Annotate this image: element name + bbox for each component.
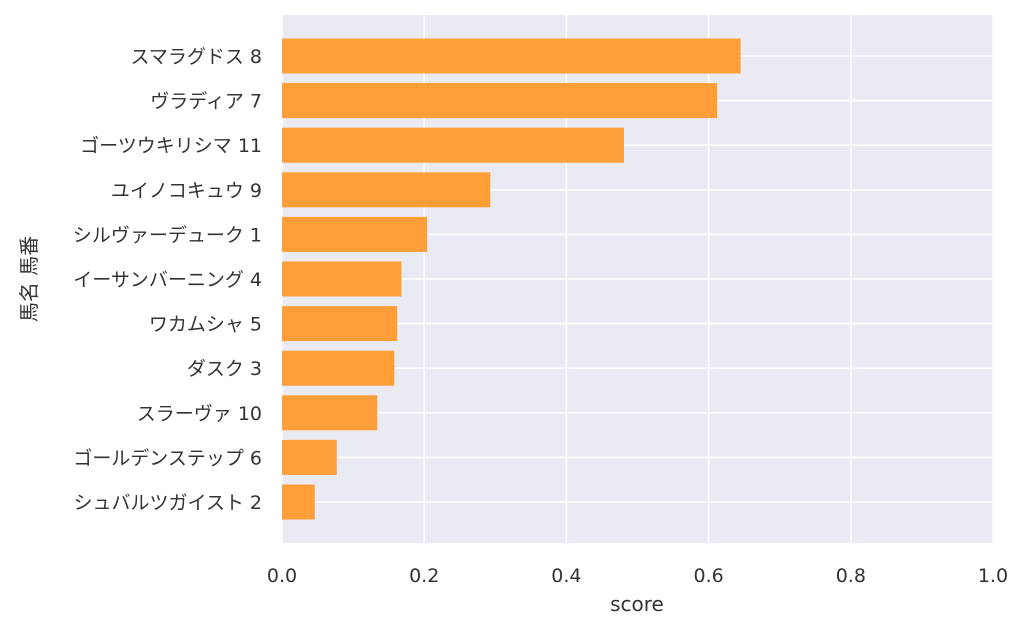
bars [282,38,741,520]
category-label: イーサンバーニング 4 [73,269,262,291]
bar [282,439,337,475]
category-labels: スマラグドス 8 ヴラディア 7 ゴーツウキリシマ 11 ユイノコキュウ 9 シルヴァー… [73,46,262,514]
category-label: スマラグドス 8 [130,46,262,68]
category-label: ゴールデンステップ 6 [73,447,262,469]
x-axis-title: score [610,592,664,616]
x-tick-labels: 0.0 0.2 0.4 0.6 0.8 1.0 [267,565,1008,587]
category-label: ゴーツウキリシマ 11 [80,135,262,157]
x-tick-label: 1.0 [978,565,1008,587]
category-label: シルヴァーデューク 1 [73,224,262,246]
bar [282,83,718,119]
category-label: ダスク 3 [187,358,262,380]
category-label: ヴラディア 7 [150,91,262,113]
x-tick-label: 0.8 [836,565,866,587]
bar [282,350,395,386]
bar [282,172,491,208]
category-label: スラーヴァ 10 [137,403,262,425]
x-tick-label: 0.2 [409,565,439,587]
x-tick-label: 0.0 [267,565,297,587]
bar [282,306,398,342]
bar [282,38,741,74]
x-tick-label: 0.6 [693,565,723,587]
bar [282,127,624,163]
bar [282,261,402,297]
bar [282,484,315,520]
category-label: ワカムシャ 5 [149,314,262,336]
bar [282,216,428,252]
x-tick-label: 0.4 [551,565,581,587]
category-label: ユイノコキュウ 9 [111,180,262,202]
bar [282,395,378,431]
category-label: シュバルツガイスト 2 [73,492,262,514]
y-axis-title: 馬名 馬番 [17,236,41,322]
